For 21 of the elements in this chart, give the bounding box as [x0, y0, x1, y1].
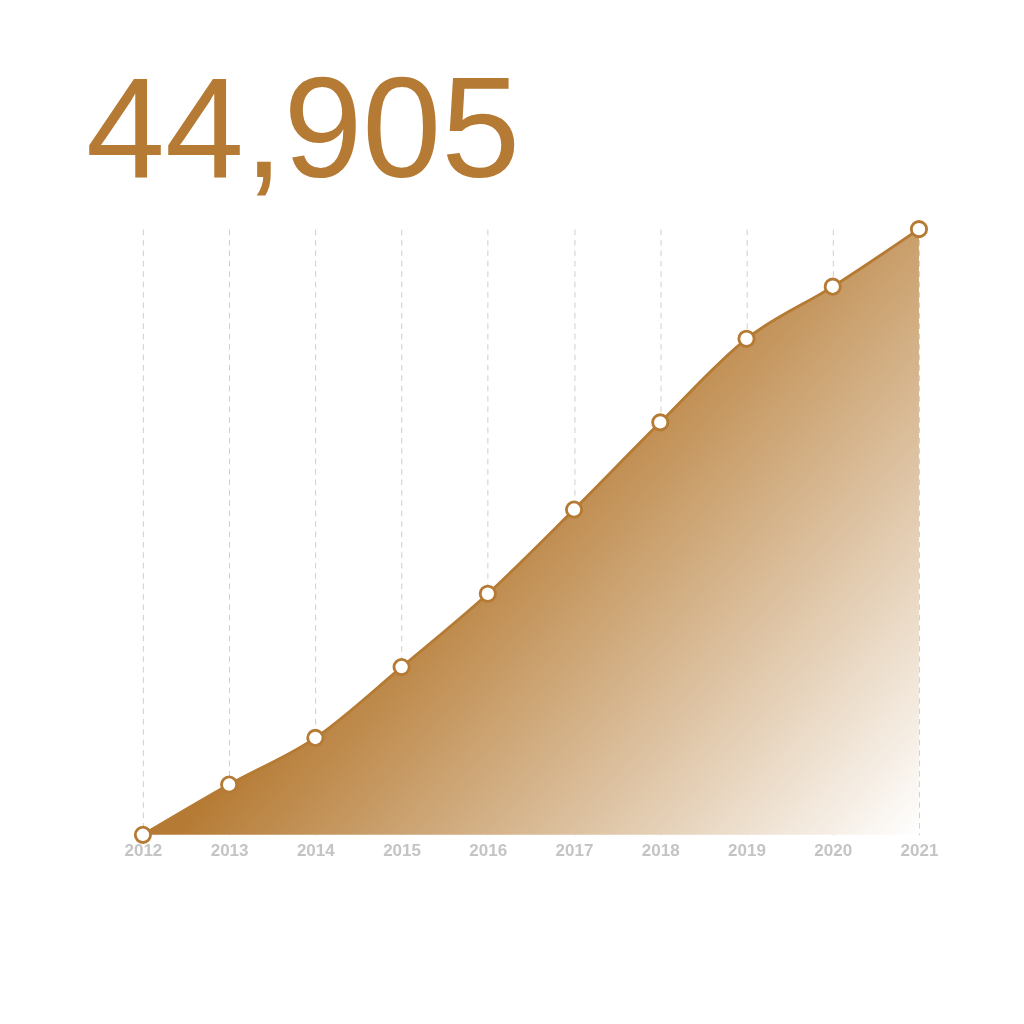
x-tick-label: 2018	[641, 841, 680, 861]
point	[220, 775, 239, 794]
x-tick-label: 2016	[469, 841, 508, 861]
x-tick-label: 2021	[900, 841, 939, 861]
point	[133, 825, 152, 844]
point	[478, 584, 497, 603]
x-tick-label: 2019	[728, 841, 766, 861]
point	[909, 220, 928, 239]
point	[823, 277, 842, 296]
point	[737, 329, 756, 348]
point	[306, 728, 325, 747]
point	[651, 413, 670, 432]
x-tick-label: 2014	[296, 841, 336, 861]
point	[392, 658, 411, 677]
x-tick-label: 2012	[124, 841, 163, 861]
point	[564, 500, 584, 519]
x-tick-label: 2020	[814, 841, 853, 861]
x-tick-label: 2015	[383, 841, 421, 861]
chart-title: 44,905	[86, 48, 521, 208]
x-tick-label: 2017	[555, 841, 594, 861]
x-tick-label: 2013	[210, 841, 249, 861]
